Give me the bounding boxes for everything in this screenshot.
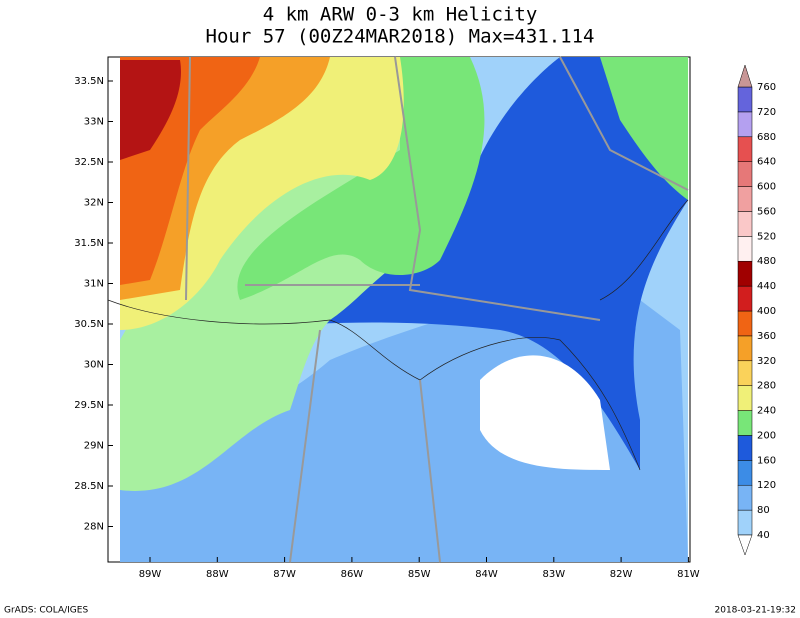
colorbar-band bbox=[737, 161, 753, 187]
lon-label: 88W bbox=[206, 569, 229, 580]
colorbar-label: 520 bbox=[757, 231, 776, 242]
colorbar-label: 80 bbox=[757, 505, 770, 516]
lon-label: 85W bbox=[408, 569, 431, 580]
lat-label: 28N bbox=[84, 522, 104, 533]
lat-label: 32N bbox=[84, 198, 104, 209]
footer-right: 2018-03-21-19:32 bbox=[715, 606, 797, 616]
colorbar-band bbox=[737, 410, 753, 436]
colorbar-label: 760 bbox=[757, 82, 776, 93]
colorbar-band bbox=[737, 285, 753, 312]
colorbar-under bbox=[737, 534, 753, 556]
colorbar-band bbox=[737, 460, 753, 486]
lat-label: 31N bbox=[84, 279, 104, 290]
colorbar-band bbox=[737, 335, 753, 362]
colorbar-label: 240 bbox=[757, 406, 776, 417]
colorbar-label: 400 bbox=[757, 306, 776, 317]
field-green bbox=[237, 57, 485, 300]
lon-label: 81W bbox=[677, 569, 700, 580]
colorbar-label: 680 bbox=[757, 132, 776, 143]
colorbar-over bbox=[737, 64, 753, 88]
colorbar-label: 360 bbox=[757, 331, 776, 342]
colorbar-band bbox=[737, 111, 753, 138]
lon-label: 84W bbox=[475, 569, 498, 580]
lat-label: 29.5N bbox=[74, 400, 104, 411]
map bbox=[107, 56, 691, 563]
colorbar-band bbox=[737, 236, 753, 262]
colorbar-band bbox=[737, 136, 753, 162]
colorbar-label: 160 bbox=[757, 455, 776, 466]
lon-label: 82W bbox=[610, 569, 633, 580]
colorbar-label: 320 bbox=[757, 356, 776, 367]
colorbar-label: 440 bbox=[757, 281, 776, 292]
colorbar-label: 200 bbox=[757, 430, 776, 441]
state-boundaries bbox=[185, 56, 689, 563]
coastline bbox=[107, 199, 689, 471]
lat-label: 32.5N bbox=[74, 157, 104, 168]
field-white bbox=[480, 355, 610, 470]
field-red bbox=[120, 60, 181, 160]
title: 4 km ARW 0-3 km Helicity bbox=[263, 4, 538, 26]
colorbar-band bbox=[737, 509, 753, 536]
colorbar-label: 280 bbox=[757, 381, 776, 392]
lon-label: 87W bbox=[273, 569, 296, 580]
colorbar-label: 600 bbox=[757, 182, 776, 193]
field-green-east bbox=[600, 57, 688, 200]
lat-label: 33N bbox=[84, 117, 104, 128]
lat-label: 30N bbox=[84, 360, 104, 371]
lat-label: 31.5N bbox=[74, 238, 104, 249]
colorbar-label: 560 bbox=[757, 206, 776, 217]
colorbar-label: 480 bbox=[757, 256, 776, 267]
field-dark-blue bbox=[230, 57, 688, 470]
colorbar-label: 40 bbox=[757, 530, 770, 541]
lon-label: 89W bbox=[139, 569, 162, 580]
colorbar-band bbox=[737, 186, 753, 212]
lat-label: 30.5N bbox=[74, 319, 104, 330]
colorbar-label: 120 bbox=[757, 480, 776, 491]
colorbar-band bbox=[737, 86, 753, 113]
lon-label: 83W bbox=[542, 569, 565, 580]
colorbar-label: 720 bbox=[757, 107, 776, 118]
lon-label: 86W bbox=[341, 569, 364, 580]
colorbar-band bbox=[737, 484, 753, 511]
colorbar-label: 640 bbox=[757, 157, 776, 168]
colorbar-band bbox=[737, 360, 753, 386]
subtitle: Hour 57 (00Z24MAR2018) Max=431.114 bbox=[206, 26, 595, 48]
colorbar-band bbox=[737, 260, 753, 287]
colorbar-band bbox=[737, 435, 753, 461]
colorbar-band bbox=[737, 211, 753, 237]
lat-label: 29N bbox=[84, 441, 104, 452]
lat-label: 33.5N bbox=[74, 76, 104, 87]
lat-label: 28.5N bbox=[74, 481, 104, 492]
colorbar-band bbox=[737, 385, 753, 411]
footer-left: GrADS: COLA/IGES bbox=[4, 606, 88, 616]
colorbar-band bbox=[737, 310, 753, 337]
